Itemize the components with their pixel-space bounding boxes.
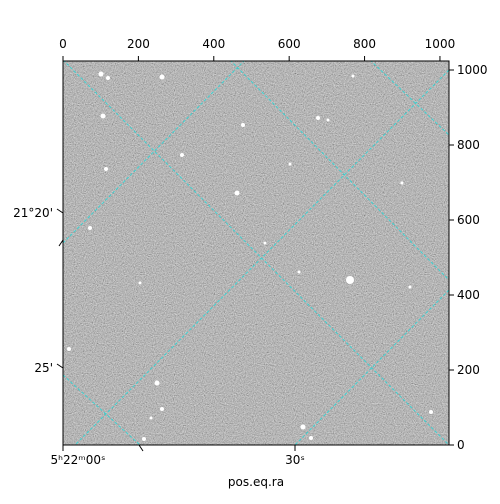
ra-tick-label: 30ˢ [285,453,305,467]
dec-tick-label: 21°20' [13,206,53,220]
x-tick-label: 400 [202,37,225,51]
y-tick-label: 800 [457,138,480,152]
x-tick-label: 0 [59,37,67,51]
x-tick-label: 600 [278,37,301,51]
y-tick-label: 1000 [457,63,488,77]
y-tick-label: 400 [457,288,480,302]
dec-axis: 21°20' 25' [13,206,64,375]
x-tick-label: 1000 [425,37,456,51]
dec-tick-label: 25' [34,361,53,375]
coordinate-grid [63,61,449,445]
ra-tick-label: 5ʰ22ᵐ00ˢ [51,453,106,467]
y-tick-label: 600 [457,213,480,227]
y-tick-label: 0 [457,438,465,452]
ra-axis: 5ʰ22ᵐ00ˢ 30ˢ pos.eq.ra [51,444,305,489]
image [63,61,449,445]
x-axis-label: pos.eq.ra [228,475,284,489]
x-tick-label: 200 [127,37,150,51]
y-tick-label: 200 [457,363,480,377]
frame [62,60,450,446]
x-tick-label: 800 [353,37,376,51]
